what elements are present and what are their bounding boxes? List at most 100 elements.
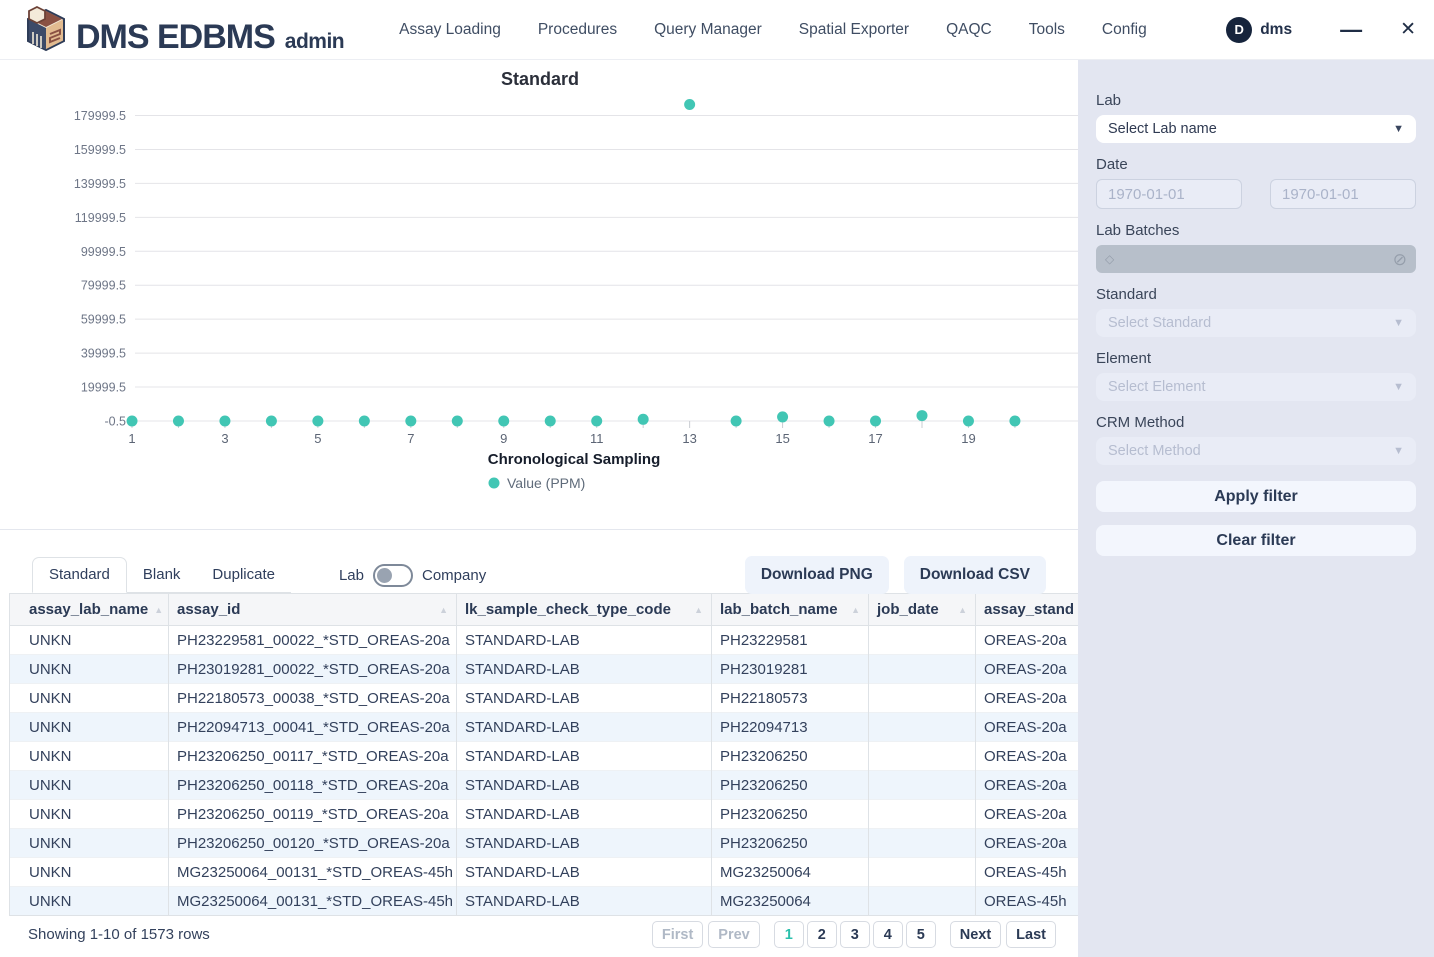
filter-sidebar: Lab Select Lab name ▼ Date Lab Batches ◇… — [1078, 60, 1434, 957]
table-cell: OREAS-20a — [975, 770, 1078, 800]
lab-company-toggle[interactable] — [373, 563, 413, 587]
column-header-assay_lab_name[interactable]: assay_lab_name ▲ — [9, 593, 169, 626]
table-cell: UNKN — [9, 886, 169, 916]
table-row: UNKN PH22094713_00041_*STD_OREAS-20a STAND… — [9, 712, 1078, 742]
column-header-assay_id[interactable]: assay_id ▲ — [168, 593, 457, 626]
table-row: UNKN PH23229581_00022_*STD_OREAS-20a STAND… — [9, 625, 1078, 655]
table-cell: PH23206250_00119_*STD_OREAS-20a — [168, 799, 457, 829]
table-row: UNKN PH22180573_00038_*STD_OREAS-20a STAND… — [9, 683, 1078, 713]
table-cell: PH23206250 — [711, 741, 869, 771]
clear-filter-button[interactable]: Clear filter — [1096, 525, 1416, 556]
y-axis-tick-label: -0.5 — [104, 415, 126, 429]
date-to-input[interactable] — [1270, 179, 1416, 209]
table-cell: PH23019281 — [711, 654, 869, 684]
y-axis-tick-label: 119999.5 — [75, 211, 126, 225]
page-last-button[interactable]: Last — [1006, 921, 1056, 948]
table-cell: STANDARD-LAB — [456, 770, 712, 800]
table-cell: STANDARD-LAB — [456, 741, 712, 771]
x-axis-tick-label: 9 — [500, 431, 507, 446]
legend-marker — [488, 477, 500, 489]
user-name[interactable]: dms — [1260, 20, 1293, 38]
data-point — [637, 413, 649, 425]
table-footer: Showing 1-10 of 1573 rows First Prev 1 2 3 4 5… — [0, 916, 1078, 953]
sort-asc-icon: ▲ — [958, 604, 967, 615]
y-axis-tick-label: 139999.5 — [74, 177, 126, 191]
download-png-button[interactable]: Download PNG — [744, 556, 889, 594]
page-2-button[interactable]: 2 — [806, 921, 837, 948]
nav-item-spatial-exporter[interactable]: Spatial Exporter — [798, 20, 910, 38]
close-icon[interactable]: ✕ — [1400, 19, 1416, 40]
data-point — [962, 415, 974, 427]
chevron-down-icon: ▼ — [1393, 317, 1404, 329]
table-cell: UNKN — [9, 683, 169, 713]
table-cell: UNKN — [9, 625, 169, 655]
user-avatar[interactable]: D — [1226, 16, 1253, 43]
download-csv-button[interactable]: Download CSV — [903, 556, 1046, 594]
date-filter-label: Date — [1096, 156, 1128, 173]
page-prev-button[interactable]: Prev — [708, 921, 760, 948]
page-1-button[interactable]: 1 — [773, 921, 804, 948]
nav-item-config[interactable]: Config — [1101, 20, 1147, 38]
x-axis-tick-label: 1 — [128, 431, 135, 446]
data-point — [916, 410, 928, 422]
sort-asc-icon: ▲ — [154, 604, 164, 615]
nav-item-query-manager[interactable]: Query Manager — [654, 20, 762, 38]
apply-filter-button[interactable]: Apply filter — [1096, 481, 1416, 512]
page-4-button[interactable]: 4 — [872, 921, 903, 948]
x-axis-title: Chronological Sampling — [488, 451, 661, 468]
column-header-job_date[interactable]: job_date ▲ — [868, 593, 976, 626]
tab-duplicate[interactable]: Duplicate — [212, 566, 275, 583]
nav-item-procedures[interactable]: Procedures — [537, 20, 618, 38]
table-cell: PH22094713 — [711, 712, 869, 742]
y-axis-tick-label: 59999.5 — [81, 313, 126, 327]
nav-item-qaqc[interactable]: QAQC — [946, 20, 992, 38]
crm-method-select-value: Select Method — [1108, 443, 1201, 459]
lab-select-value: Select Lab name — [1108, 121, 1217, 137]
main-content: -0.5 19999.5 39999.5 59999.5 79999.5 99999.5 1… — [0, 60, 1078, 957]
tab-blank[interactable]: Blank — [142, 566, 181, 583]
brand[interactable]: DMS EDBMS admin — [26, 5, 345, 54]
table-cell — [868, 886, 976, 916]
qc-tabs: Standard Blank Duplicate — [32, 557, 291, 593]
column-header-assay_stand[interactable]: assay_stand▲ — [975, 593, 1078, 626]
data-point — [312, 415, 324, 427]
date-from-input[interactable] — [1096, 179, 1242, 209]
table-cell: STANDARD-LAB — [456, 712, 712, 742]
disabled-icon: ⊘ — [1392, 249, 1407, 269]
lab-company-toggle-group: Lab Company — [338, 563, 486, 587]
table-cell: PH23229581 — [711, 625, 869, 655]
table-cell: OREAS-20a — [975, 828, 1078, 858]
table-cell: PH22094713_00041_*STD_OREAS-20a — [168, 712, 457, 742]
data-point — [358, 415, 370, 427]
column-header-lk_sample_check_type_code[interactable]: lk_sample_check_type_code ▲ — [456, 593, 712, 626]
minimize-icon[interactable]: — — [1340, 16, 1363, 42]
lab-filter-label: Lab — [1096, 92, 1122, 109]
table-cell: OREAS-45h — [975, 886, 1078, 916]
table-cell: STANDARD-LAB — [456, 654, 712, 684]
y-axis-tick-label: 99999.5 — [81, 245, 126, 259]
table-cell: OREAS-20a — [975, 741, 1078, 771]
x-axis-tick-label: 7 — [407, 431, 414, 446]
nav-item-tools[interactable]: Tools — [1028, 20, 1065, 38]
column-header-lab_batch_name[interactable]: lab_batch_name ▲ — [711, 593, 869, 626]
table-toolbar: Standard Blank Duplicate Lab Company Downl… — [0, 556, 1078, 594]
tab-standard[interactable]: Standard — [32, 557, 127, 593]
table-cell: STANDARD-LAB — [456, 625, 712, 655]
chevron-down-icon: ▼ — [1393, 445, 1404, 457]
page-next-button[interactable]: Next — [949, 921, 1002, 948]
toggle-label-lab: Lab — [338, 566, 364, 584]
x-axis-tick-label: 15 — [775, 431, 789, 446]
table-cell: OREAS-20a — [975, 654, 1078, 684]
standard-scatter-chart: -0.5 19999.5 39999.5 59999.5 79999.5 99999.5 1… — [74, 69, 1078, 491]
page-5-button[interactable]: 5 — [905, 921, 936, 948]
table-cell: UNKN — [9, 654, 169, 684]
page-first-button[interactable]: First — [651, 921, 704, 948]
table-cell: UNKN — [9, 799, 169, 829]
table-cell — [868, 828, 976, 858]
nav-item-assay-loading[interactable]: Assay Loading — [399, 20, 501, 38]
table-cell: OREAS-20a — [975, 625, 1078, 655]
table-cell: PH23206250 — [711, 799, 869, 829]
data-point — [823, 415, 835, 427]
lab-select[interactable]: Select Lab name ▼ — [1096, 115, 1416, 143]
page-3-button[interactable]: 3 — [839, 921, 870, 948]
